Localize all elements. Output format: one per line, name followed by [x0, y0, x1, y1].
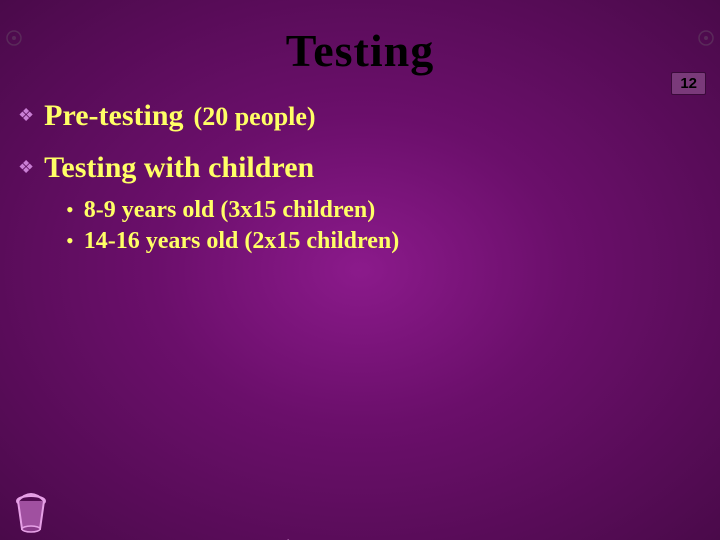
dot-icon: •	[66, 230, 74, 252]
bullet-paren: (20 people)	[194, 102, 316, 131]
corner-decor-top-right	[698, 30, 714, 46]
sub-bullets: • 8-9 years old (3x15 children) • 14-16 …	[66, 197, 720, 255]
diamond-icon: ❖	[18, 158, 34, 176]
sub-bullet-1: • 8-9 years old (3x15 children)	[66, 197, 720, 224]
content-area: ❖ Pre-testing (20 people) ❖ Testing with…	[0, 99, 720, 255]
sub-bullet-text: 8-9 years old (3x15 children)	[84, 197, 376, 224]
bullet-testing-children: ❖ Testing with children	[18, 151, 720, 185]
bucket-icon	[14, 493, 48, 538]
bullet-text: Pre-testing	[44, 99, 183, 132]
corner-decor-top-left	[6, 30, 22, 46]
sub-bullet-2: • 14-16 years old (2x15 children)	[66, 228, 720, 255]
diamond-icon: ❖	[18, 106, 34, 124]
bullet-text: Testing with children	[44, 151, 314, 185]
sub-bullet-text: 14-16 years old (2x15 children)	[84, 228, 400, 255]
slide-title: Testing	[0, 24, 720, 77]
bullet-pretesting: ❖ Pre-testing (20 people)	[18, 99, 720, 133]
slide-number: 12	[671, 72, 706, 95]
dot-icon: •	[66, 199, 74, 221]
